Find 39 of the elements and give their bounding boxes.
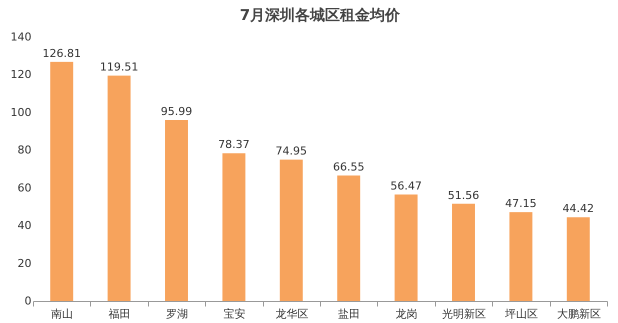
x-tick-label: 南山 [51, 308, 74, 320]
bar [566, 217, 590, 301]
y-tick-label: 60 [18, 181, 32, 194]
y-tick-label: 120 [10, 68, 32, 82]
x-tick-label: 福田 [108, 308, 131, 320]
data-label: 66.55 [332, 160, 364, 174]
data-label: 56.47 [390, 180, 422, 193]
x-tick-label: 龙华区 [275, 308, 308, 320]
bar [280, 160, 303, 301]
data-label: 74.95 [276, 144, 308, 158]
bar [509, 212, 532, 301]
data-label: 47.15 [505, 197, 537, 210]
y-tick-label: 100 [10, 106, 32, 119]
x-tick-label: 坪山区 [504, 308, 538, 320]
x-tick-label: 龙岗 [396, 308, 418, 320]
data-label: 95.99 [160, 104, 192, 118]
bar [452, 204, 475, 301]
data-label: 44.42 [562, 202, 594, 216]
data-label: 78.37 [218, 138, 250, 152]
x-tick-label: 宝安 [223, 308, 246, 320]
y-tick-label: 20 [18, 256, 32, 270]
y-tick-label: 140 [10, 30, 32, 44]
x-tick-label: 罗湖 [166, 308, 188, 320]
bar [165, 120, 188, 301]
bar [337, 176, 360, 301]
bar [50, 62, 74, 301]
bar [394, 194, 418, 301]
data-label: 119.51 [100, 60, 138, 74]
y-tick-label: 40 [18, 219, 32, 232]
data-label: 51.56 [448, 188, 480, 202]
x-tick-label: 光明新区 [442, 308, 486, 320]
x-tick-label: 大鹏新区 [556, 308, 601, 320]
data-label: 126.81 [42, 46, 81, 60]
x-tick-label: 盐田 [338, 308, 360, 320]
bar [222, 153, 246, 301]
y-tick-label: 80 [18, 144, 32, 157]
chart-title: 7月深圳各城区租金均价 [240, 6, 402, 24]
bar [108, 76, 131, 301]
y-tick-label: 0 [24, 294, 32, 308]
